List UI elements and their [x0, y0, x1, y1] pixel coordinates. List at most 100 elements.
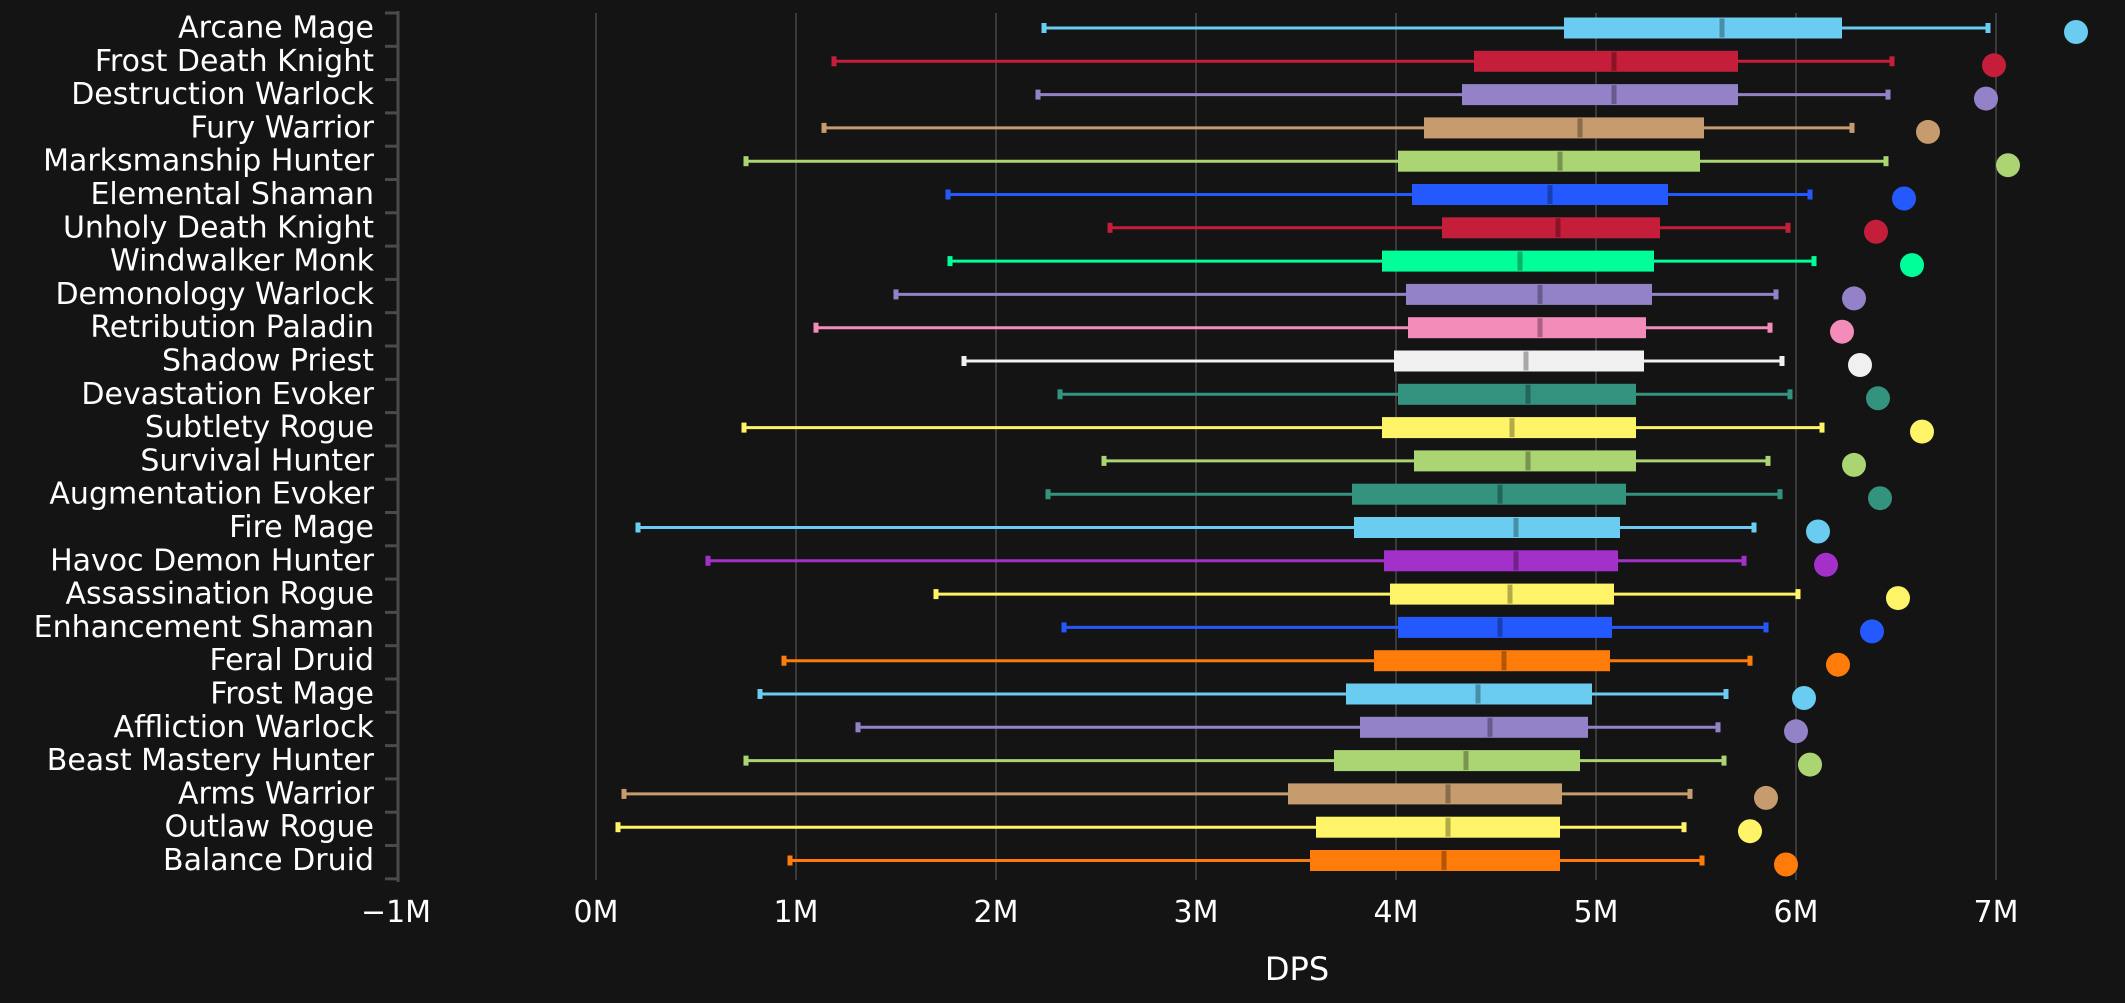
outlier-point [1814, 552, 1838, 577]
outlier-point [1996, 153, 2020, 178]
outlier-point [1806, 519, 1830, 544]
outlier-point [1900, 253, 1924, 278]
outlier-point [1886, 586, 1910, 611]
median-line [1475, 684, 1481, 704]
category-label: Assassination Rogue [65, 577, 374, 612]
whisker-min-cap [1041, 23, 1047, 33]
box-row [705, 550, 1838, 577]
whisker-max-cap [1811, 256, 1817, 267]
category-label: Shadow Priest [162, 344, 374, 379]
whisker-max-cap [1807, 189, 1813, 200]
box-row [1045, 483, 1892, 511]
median-line [1497, 617, 1503, 637]
category-label: Elemental Shaman [90, 177, 374, 212]
whisker-min-cap [705, 555, 711, 566]
box-row [831, 50, 2006, 78]
outlier-point [1798, 752, 1822, 777]
median-line [1537, 284, 1543, 304]
whisker-min-cap [813, 322, 819, 333]
whisker-max-cap [1785, 222, 1791, 233]
box-row [1107, 217, 1888, 244]
category-label: Arms Warrior [178, 776, 375, 811]
outlier-point [1860, 619, 1884, 644]
median-line [1525, 384, 1531, 404]
whisker-max-cap [1883, 156, 1889, 167]
box-series [615, 17, 2088, 877]
category-label: Survival Hunter [140, 443, 374, 478]
category-label: Marksmanship Hunter [43, 144, 375, 179]
x-tick-label: 5M [1574, 895, 1619, 930]
median-line [1525, 451, 1531, 471]
box-row [615, 816, 1762, 844]
iqr-box [1382, 417, 1636, 439]
iqr-box [1316, 816, 1560, 838]
x-axis-title: DPS [1265, 950, 1329, 988]
median-line [1611, 85, 1617, 105]
whisker-min-cap [635, 522, 641, 533]
iqr-box [1462, 84, 1738, 106]
category-label: Retribution Paladin [90, 310, 374, 345]
category-label: Fury Warrior [190, 110, 374, 145]
outlier-point [1974, 86, 1998, 111]
whisker-max-cap [1777, 489, 1783, 500]
whisker-max-cap [1849, 122, 1855, 133]
box-row [1041, 17, 2088, 44]
whisker-max-cap [1721, 755, 1727, 766]
category-label: Unholy Death Knight [63, 210, 374, 245]
whisker-min-cap [741, 422, 747, 433]
median-line [1445, 784, 1451, 804]
median-line [1523, 351, 1529, 371]
median-line [1557, 151, 1563, 171]
iqr-box [1352, 483, 1626, 505]
whisker-min-cap [947, 256, 953, 267]
outlier-point [1892, 186, 1916, 211]
category-label: Augmentation Evoker [49, 477, 374, 512]
whisker-min-cap [1035, 89, 1041, 100]
x-tick-label: 2M [974, 895, 1019, 930]
outlier-point [1774, 852, 1798, 877]
median-line [1445, 817, 1451, 837]
median-line [1547, 185, 1553, 204]
whisker-max-cap [1715, 722, 1721, 733]
category-label: Affliction Warlock [114, 710, 375, 745]
whisker-min-cap [961, 356, 967, 366]
iqr-box [1346, 683, 1592, 705]
outlier-point [1910, 419, 1934, 444]
whisker-min-cap [781, 655, 787, 666]
iqr-box [1334, 750, 1580, 772]
whisker-min-cap [621, 788, 627, 799]
box-row [855, 716, 1808, 744]
median-line [1517, 251, 1523, 271]
iqr-box [1398, 150, 1700, 172]
box-row [813, 317, 1854, 344]
x-axis-ticks: −1M 0M 1M 2M 3M 4M 5M 6M 7M [361, 895, 2019, 930]
grid-lines [595, 13, 1997, 880]
category-label: Frost Death Knight [95, 44, 374, 79]
whisker-max-cap [1723, 689, 1729, 699]
box-row [945, 184, 1916, 211]
whisker-max-cap [1819, 422, 1825, 433]
box-row [961, 350, 1872, 377]
outlier-point [1792, 686, 1816, 710]
box-row [757, 683, 1816, 710]
iqr-box [1382, 250, 1654, 272]
outlier-point [2064, 20, 2088, 44]
box-row [787, 850, 1798, 877]
whisker-max-cap [1885, 89, 1891, 100]
outlier-point [1982, 53, 2006, 78]
whisker-min-cap [933, 589, 939, 600]
box-row [1061, 616, 1884, 644]
whisker-min-cap [1107, 222, 1113, 233]
outlier-point [1864, 219, 1888, 244]
iqr-box [1384, 550, 1618, 572]
box-row [1101, 450, 1866, 477]
whisker-max-cap [1747, 655, 1753, 666]
category-label: Windwalker Monk [110, 244, 375, 279]
category-label: Demonology Warlock [55, 277, 374, 312]
category-label: Havoc Demon Hunter [50, 543, 375, 578]
outlier-point [1916, 119, 1940, 144]
outlier-point [1866, 386, 1890, 411]
outlier-point [1738, 819, 1762, 844]
iqr-box [1414, 450, 1636, 472]
